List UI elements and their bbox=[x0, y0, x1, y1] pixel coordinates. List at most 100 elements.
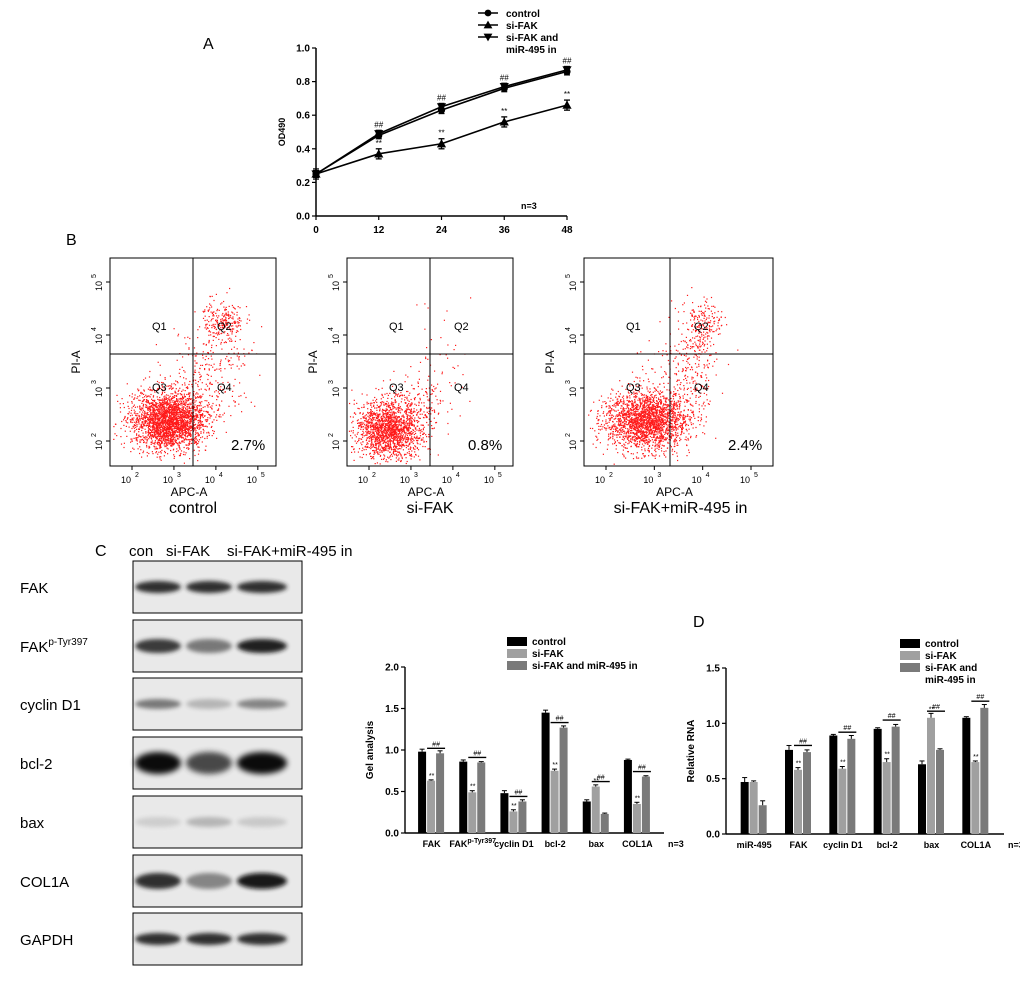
bar-star-label: ** bbox=[929, 706, 935, 713]
flow-quadrant-label: Q1 bbox=[389, 321, 404, 333]
flow-dot-cloud bbox=[113, 287, 263, 464]
bar-rect bbox=[882, 762, 891, 834]
bar-star-label: ** bbox=[973, 754, 979, 761]
flow-percent-label: 2.7% bbox=[231, 437, 265, 454]
a-hash-label: ## bbox=[437, 93, 446, 102]
bar-legend-label: control bbox=[925, 639, 959, 650]
bar-star-label: ** bbox=[796, 761, 802, 768]
bar-category-label: cyclin D1 bbox=[823, 840, 863, 850]
bar-hash-label: ## bbox=[515, 789, 523, 796]
bar-legend-swatch bbox=[507, 649, 527, 658]
flow-x-tick-label: 10 bbox=[740, 475, 750, 485]
bar-legend-swatch bbox=[900, 663, 920, 672]
a-data-point bbox=[499, 117, 509, 126]
bar-y-tick-label: 1.0 bbox=[706, 719, 720, 730]
flow-x-tick-exp: 2 bbox=[135, 472, 139, 479]
flow-y-tick-group: 10 2 bbox=[565, 433, 578, 450]
bar-rect bbox=[436, 753, 445, 833]
flow-y-tick-group: 10 3 bbox=[91, 380, 104, 397]
bar-rect bbox=[838, 768, 847, 834]
a-y-tick-label: 0.8 bbox=[296, 77, 310, 88]
bar-rect bbox=[468, 792, 477, 833]
flow-x-tick-label: 10 bbox=[247, 475, 257, 485]
lane-label-si-fak-mir: si-FAK+miR-495 in bbox=[227, 543, 352, 560]
bar-rect bbox=[418, 751, 427, 833]
blot-row: FAK bbox=[20, 560, 303, 614]
flow-y-tick-exp: 2 bbox=[328, 433, 335, 437]
bar-y-tick-label: 0.5 bbox=[385, 787, 399, 798]
bar-legend-label: si-FAK and miR-495 in bbox=[532, 661, 638, 672]
flow-y-tick-exp: 3 bbox=[565, 380, 572, 384]
blot-band bbox=[186, 933, 232, 945]
a-legend-marker bbox=[484, 9, 492, 17]
blot-band bbox=[135, 752, 181, 774]
bar-rect bbox=[962, 717, 971, 834]
blot-band bbox=[186, 639, 232, 653]
bar-y-tick-label: 1.0 bbox=[385, 746, 399, 757]
flow-quadrant-label: Q2 bbox=[217, 321, 232, 333]
bar-hash-label: ## bbox=[473, 750, 481, 757]
a-data-point bbox=[374, 130, 384, 139]
flow-y-tick-label: 10 bbox=[568, 334, 578, 344]
flow-y-tick-exp: 5 bbox=[565, 274, 572, 278]
panel-label-b: B bbox=[66, 232, 77, 249]
blot-band bbox=[135, 817, 181, 827]
flow-cytometry-plots: Q1 Q2 Q3 Q4 2.7% 10 2 10 3 10 4 10 5 10 2 10 3 10 4 10 5 APC-… bbox=[69, 257, 774, 517]
bar-star-label: ** bbox=[511, 803, 517, 810]
bar-hash-label: ## bbox=[597, 775, 605, 782]
flow-y-tick-label: 10 bbox=[331, 387, 341, 397]
blot-row-label: COL1A bbox=[20, 874, 69, 891]
flow-y-tick-label: 10 bbox=[331, 281, 341, 291]
flow-y-tick-exp: 4 bbox=[91, 327, 98, 331]
bar-star-label: ** bbox=[884, 752, 890, 759]
bar-hash-label: ## bbox=[932, 704, 940, 711]
blot-band bbox=[186, 873, 232, 889]
flow-x-tick-exp: 5 bbox=[754, 472, 758, 479]
flow-x-tick-exp: 4 bbox=[219, 472, 223, 479]
bar-rect bbox=[891, 726, 900, 834]
flow-x-tick-label: 10 bbox=[643, 475, 653, 485]
flow-plot-frame bbox=[583, 257, 774, 467]
bar-legend-swatch bbox=[900, 639, 920, 648]
blot-row-label: GAPDH bbox=[20, 932, 73, 949]
bar-y-tick-label: 0.0 bbox=[706, 830, 720, 841]
flow-x-tick-label: 10 bbox=[400, 475, 410, 485]
panel-label-a: A bbox=[203, 36, 214, 53]
bar-y-tick-label: 2.0 bbox=[385, 663, 399, 674]
flow-y-tick-exp: 2 bbox=[91, 433, 98, 437]
bar-category-label: FAKp-Tyr397 bbox=[449, 838, 496, 849]
flow-y-tick-group: 10 4 bbox=[565, 327, 578, 344]
flow-y-tick-group: 10 5 bbox=[328, 274, 341, 291]
blot-row: COL1A bbox=[20, 854, 303, 908]
bar-legend-swatch bbox=[507, 637, 527, 646]
flow-plot: Q1 Q2 Q3 Q4 0.8% 10 2 10 3 10 4 10 5 10 2 10 3 10 4 10 5 APC-… bbox=[306, 257, 514, 517]
a-x-tick-label: 36 bbox=[499, 225, 511, 236]
flow-y-tick-label: 10 bbox=[568, 387, 578, 397]
a-x-tick-label: 12 bbox=[373, 225, 385, 236]
bar-category-label: COL1A bbox=[961, 840, 992, 850]
flow-quadrant-label: Q4 bbox=[217, 382, 232, 394]
flow-caption: si-FAK bbox=[406, 500, 453, 517]
a-hash-label: ## bbox=[563, 56, 572, 65]
a-hash-label: ## bbox=[500, 73, 509, 82]
a-legend-marker bbox=[483, 33, 493, 42]
a-y-label: OD490 bbox=[277, 118, 287, 147]
bar-star-label: ** bbox=[429, 773, 435, 780]
flow-y-tick-label: 10 bbox=[94, 440, 104, 450]
flow-dot-cloud bbox=[588, 287, 739, 465]
bar-rect bbox=[980, 707, 989, 834]
bar-rect bbox=[936, 749, 944, 834]
a-x-tick-label: 48 bbox=[561, 225, 573, 236]
bar-category-label: FAK bbox=[790, 840, 809, 850]
bar-rect bbox=[550, 770, 559, 833]
blot-rows: FAK FAKp-Tyr397 cyclin D1 bcl-2 bax COL1A GAPD… bbox=[20, 560, 303, 966]
flow-y-tick-label: 10 bbox=[331, 334, 341, 344]
flow-x-tick-exp: 4 bbox=[456, 472, 460, 479]
flow-x-tick-exp: 4 bbox=[706, 472, 710, 479]
bar-hash-label: ## bbox=[432, 741, 440, 748]
flow-y-tick-exp: 2 bbox=[565, 433, 572, 437]
flow-quadrant-label: Q3 bbox=[389, 382, 404, 394]
